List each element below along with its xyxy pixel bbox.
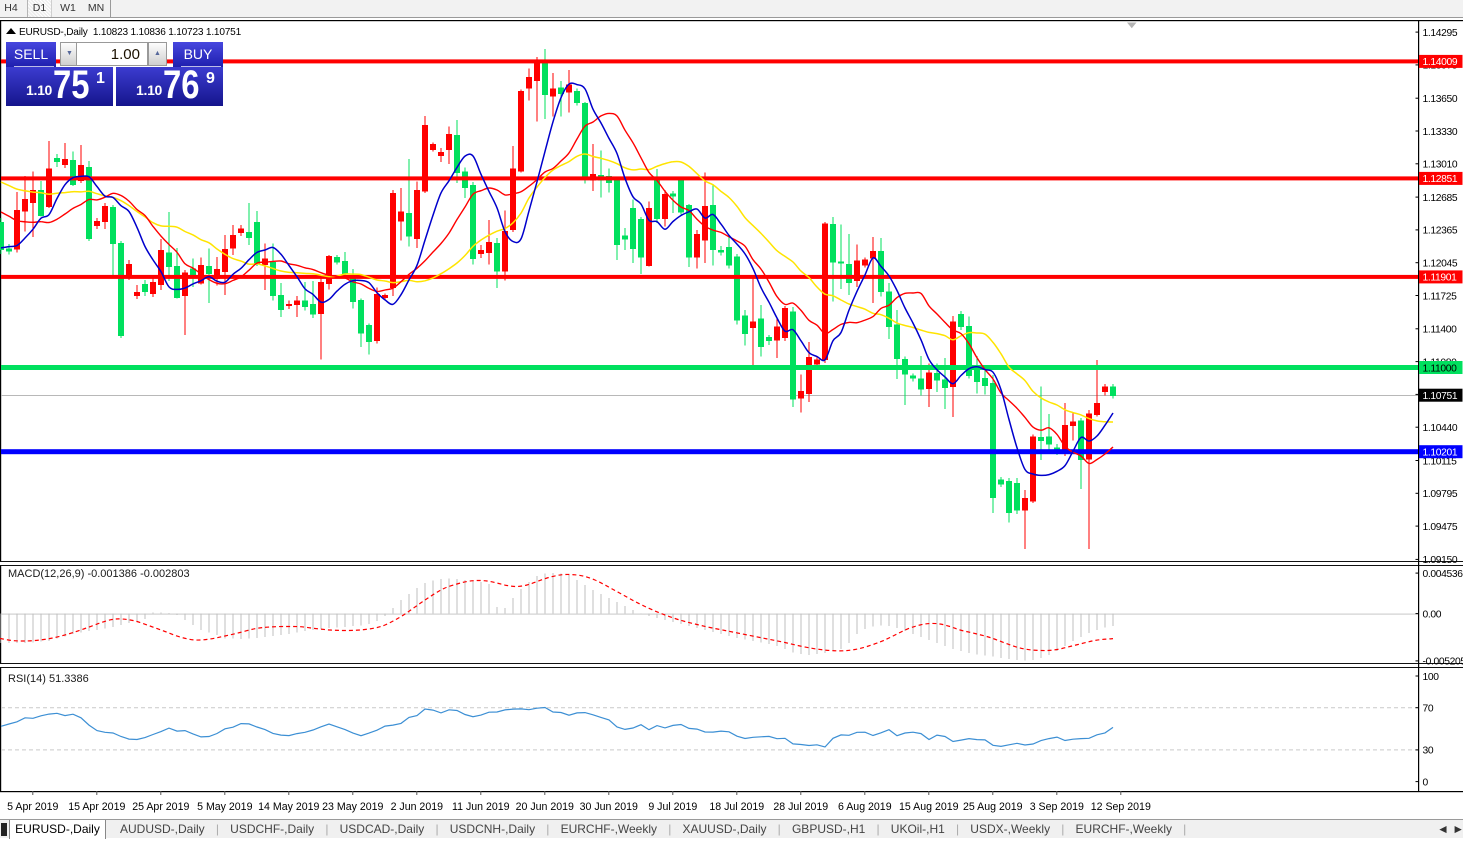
svg-text:1.11725: 1.11725: [1423, 291, 1458, 302]
svg-text:1.12045: 1.12045: [1423, 259, 1458, 270]
svg-text:1.09150: 1.09150: [1423, 555, 1458, 566]
svg-text:2 Jun 2019: 2 Jun 2019: [391, 801, 444, 813]
svg-text:1.12685: 1.12685: [1423, 193, 1458, 204]
svg-text:14 May 2019: 14 May 2019: [258, 801, 319, 813]
svg-text:1.14009: 1.14009: [1423, 57, 1458, 68]
svg-text:5 Apr 2019: 5 Apr 2019: [7, 801, 58, 813]
svg-text:30 Jun 2019: 30 Jun 2019: [580, 801, 638, 813]
svg-text:RSI(14) 51.3386: RSI(14) 51.3386: [8, 673, 89, 685]
svg-text:MACD(12,26,9) -0.001386 -0.002: MACD(12,26,9) -0.001386 -0.002803: [8, 568, 190, 580]
svg-text:9 Jul 2019: 9 Jul 2019: [648, 801, 697, 813]
svg-text:3 Sep 2019: 3 Sep 2019: [1030, 801, 1084, 813]
svg-text:1.10201: 1.10201: [1423, 448, 1458, 459]
svg-text:-0.005205: -0.005205: [1423, 657, 1463, 668]
svg-text:1.11000: 1.11000: [1423, 363, 1458, 374]
svg-text:0.00: 0.00: [1423, 609, 1442, 620]
svg-text:1.11901: 1.11901: [1423, 273, 1458, 284]
svg-text:70: 70: [1423, 704, 1434, 715]
svg-text:15 Apr 2019: 15 Apr 2019: [68, 801, 125, 813]
svg-text:12 Sep 2019: 12 Sep 2019: [1091, 801, 1151, 813]
svg-text:1.10751: 1.10751: [1423, 391, 1458, 402]
svg-text:1.12851: 1.12851: [1423, 174, 1458, 185]
svg-text:25 Aug 2019: 25 Aug 2019: [963, 801, 1023, 813]
svg-text:1.11400: 1.11400: [1423, 325, 1458, 336]
svg-text:1.09795: 1.09795: [1423, 489, 1458, 500]
svg-text:1.13330: 1.13330: [1423, 127, 1458, 138]
svg-text:1.12365: 1.12365: [1423, 226, 1458, 237]
svg-text:1.13010: 1.13010: [1423, 160, 1458, 171]
svg-text:100: 100: [1423, 672, 1440, 683]
svg-text:18 Jul 2019: 18 Jul 2019: [709, 801, 764, 813]
svg-text:23 May 2019: 23 May 2019: [322, 801, 383, 813]
svg-text:30: 30: [1423, 746, 1434, 757]
svg-text:20 Jun 2019: 20 Jun 2019: [516, 801, 574, 813]
svg-text:0: 0: [1423, 777, 1429, 788]
svg-text:6 Aug 2019: 6 Aug 2019: [838, 801, 892, 813]
svg-text:1.09475: 1.09475: [1423, 522, 1458, 533]
svg-text:11 Jun 2019: 11 Jun 2019: [452, 801, 510, 813]
svg-text:25 Apr 2019: 25 Apr 2019: [132, 801, 189, 813]
svg-text:15 Aug 2019: 15 Aug 2019: [899, 801, 959, 813]
svg-text:1.14295: 1.14295: [1423, 28, 1458, 39]
svg-text:EURUSD-,Daily 1.10823 1.10836: EURUSD-,Daily 1.10823 1.10836 1.10723 1.…: [19, 27, 242, 38]
svg-text:5 May 2019: 5 May 2019: [197, 801, 252, 813]
svg-text:1.13650: 1.13650: [1423, 94, 1458, 105]
svg-text:28 Jul 2019: 28 Jul 2019: [773, 801, 828, 813]
svg-text:1.10440: 1.10440: [1423, 423, 1458, 434]
svg-text:0.004536: 0.004536: [1423, 569, 1463, 580]
